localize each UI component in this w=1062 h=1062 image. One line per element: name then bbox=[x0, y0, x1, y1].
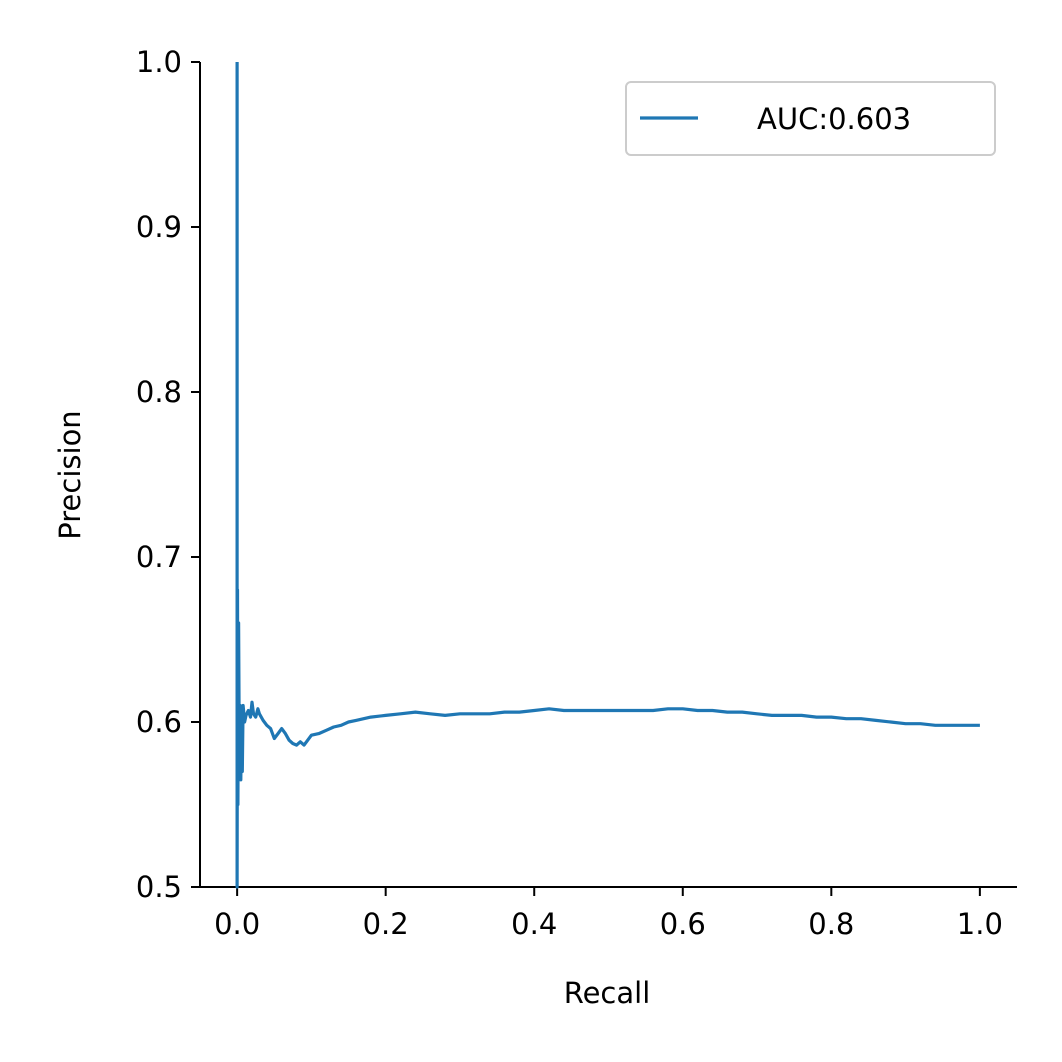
y-tick-label: 0.9 bbox=[136, 210, 182, 244]
y-tick-label: 0.8 bbox=[136, 375, 182, 409]
y-tick-label: 0.5 bbox=[136, 870, 182, 904]
legend: AUC:0.603 bbox=[625, 81, 996, 156]
y-tick-label: 0.6 bbox=[136, 705, 182, 739]
legend-box bbox=[625, 81, 996, 156]
x-tick-label: 0.4 bbox=[511, 907, 557, 941]
x-axis-label: Recall bbox=[564, 976, 651, 1010]
x-tick-label: 0.6 bbox=[660, 907, 706, 941]
x-tick-label: 0.8 bbox=[808, 907, 854, 941]
axes bbox=[199, 62, 1017, 888]
ticks: 0.0 0.2 0.4 0.6 0.8 1.0 0.5 0.6 0.7 0.8 0.9 1.0 bbox=[136, 45, 1003, 941]
x-tick-label: 0.0 bbox=[214, 907, 260, 941]
series-line-auc bbox=[235, 62, 980, 889]
y-tick-label: 0.7 bbox=[136, 540, 182, 574]
x-tick-label: 0.2 bbox=[363, 907, 409, 941]
legend-entry-label: AUC:0.603 bbox=[757, 102, 911, 136]
x-tick-label: 1.0 bbox=[957, 907, 1003, 941]
y-tick-label: 1.0 bbox=[136, 45, 182, 79]
y-axis-label: Precision bbox=[53, 410, 87, 539]
